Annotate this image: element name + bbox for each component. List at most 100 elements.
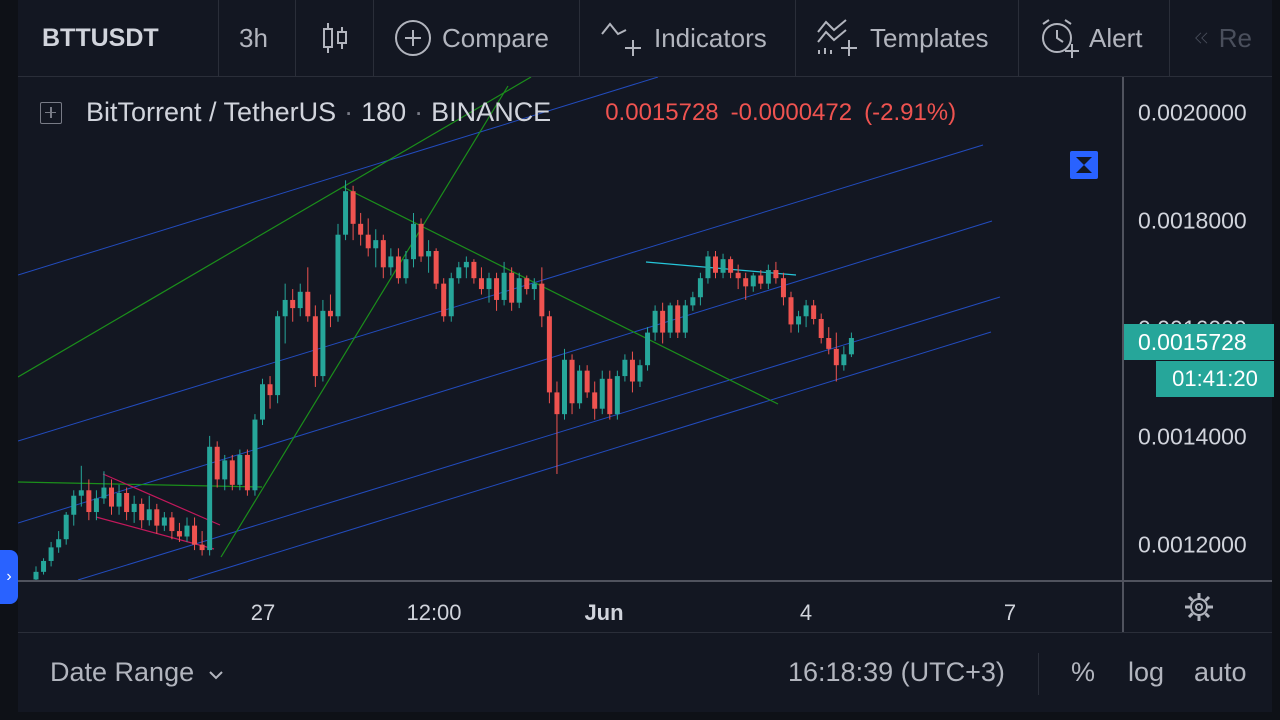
replay-button[interactable]: Re	[1170, 0, 1272, 76]
legend-last-price: 0.0015728	[605, 98, 719, 126]
candle	[478, 267, 484, 295]
candle	[780, 272, 786, 306]
candle	[509, 267, 515, 311]
candle	[373, 229, 379, 268]
candle	[192, 517, 198, 551]
candle	[237, 449, 243, 491]
candle	[282, 283, 288, 344]
candle	[577, 365, 583, 409]
candle	[229, 454, 235, 491]
candle	[765, 264, 771, 290]
candle	[833, 332, 839, 382]
candle	[63, 512, 69, 545]
date-range-button[interactable]: Date Range	[50, 657, 224, 688]
legend-change: -0.0000472	[730, 98, 853, 126]
candle	[818, 313, 824, 344]
legend-dot: ·	[344, 97, 354, 127]
candle	[848, 332, 854, 358]
candle	[252, 414, 258, 496]
candle	[244, 449, 250, 496]
price-tick: 0.0014000	[1138, 423, 1247, 450]
candle	[471, 259, 477, 284]
time-axis[interactable]: 27 12:00 Jun 4 7	[18, 580, 1122, 632]
candle	[290, 289, 296, 322]
rewind-icon	[1195, 32, 1208, 44]
indicators-label: Indicators	[654, 22, 767, 53]
symbol-label: BTTUSDT	[42, 23, 159, 52]
candle	[154, 503, 160, 534]
legend-dot: ·	[414, 97, 424, 127]
candle	[629, 351, 635, 393]
chart-pane[interactable]: BitTorrent / TetherUS · 180 · BINANCE 0.…	[18, 77, 1122, 580]
legend-values: 0.0015728 -0.0000472 (-2.91%)	[605, 99, 956, 127]
candle	[796, 310, 802, 333]
candle	[660, 302, 666, 344]
candle	[343, 180, 349, 241]
price-axis[interactable]: 0.0020000 0.0018000 0.0016000 0.0014000 …	[1122, 77, 1274, 580]
candle	[614, 370, 620, 420]
sidebar-expand-handle[interactable]: ›	[0, 550, 18, 604]
expand-legend-icon[interactable]	[40, 101, 62, 124]
chart-type-button[interactable]	[296, 0, 374, 76]
gear-icon[interactable]	[1183, 591, 1215, 623]
candle	[124, 487, 130, 521]
candle	[546, 310, 552, 404]
candle	[41, 558, 47, 575]
candle	[652, 305, 658, 341]
scale-settings-corner	[1122, 580, 1272, 632]
auto-scale-toggle[interactable]: auto	[1194, 657, 1247, 687]
candle	[320, 299, 326, 382]
candle	[86, 479, 92, 521]
series-legend: BitTorrent / TetherUS · 180 · BINANCE 0.…	[40, 97, 956, 128]
alert-button[interactable]: Alert	[1019, 0, 1170, 76]
chevron-down-icon	[208, 671, 223, 680]
candle	[305, 267, 311, 322]
symbol-search-button[interactable]: BTTUSDT	[18, 0, 219, 76]
candle	[456, 261, 462, 284]
candle-series	[33, 180, 854, 580]
candle	[841, 346, 847, 371]
candle	[78, 465, 84, 507]
candle	[403, 251, 409, 284]
time-tick: 27	[250, 600, 276, 625]
candle	[116, 484, 122, 515]
candle	[380, 234, 386, 279]
plus-circle-icon	[395, 20, 431, 56]
candle	[214, 441, 220, 488]
candle	[93, 490, 99, 521]
candle	[358, 212, 364, 246]
price-tick: 0.0020000	[1138, 99, 1247, 126]
candle	[494, 272, 500, 311]
candle	[71, 490, 77, 526]
bar-countdown-label: 01:41:20	[1156, 361, 1274, 397]
chart-marker[interactable]	[1070, 151, 1098, 179]
candle	[199, 531, 205, 556]
candle	[267, 376, 273, 409]
replay-label: Re	[1218, 22, 1252, 53]
bottom-bar: Date Range 16:18:39 (UTC+3) % log auto	[18, 632, 1272, 712]
drawing-channel-lines[interactable]	[18, 77, 1001, 580]
alarm-clock-icon	[1042, 19, 1079, 58]
last-price-label: 0.0015728	[1124, 324, 1274, 360]
chart-canvas[interactable]	[18, 77, 1122, 580]
candle	[109, 479, 114, 515]
candle	[418, 218, 424, 262]
candle	[735, 264, 741, 290]
candle	[486, 272, 492, 303]
candle	[101, 471, 107, 504]
candle	[690, 291, 696, 311]
candle	[645, 327, 651, 371]
candle	[139, 498, 145, 529]
templates-button[interactable]: Templates	[796, 0, 1019, 76]
interval-button[interactable]: 3h	[219, 0, 296, 76]
candle	[441, 278, 447, 322]
alert-label: Alert	[1089, 22, 1143, 53]
timezone-clock[interactable]: 16:18:39 (UTC+3)	[788, 657, 1005, 687]
indicators-button[interactable]: Indicators	[580, 0, 796, 76]
compare-button[interactable]: Compare	[374, 0, 580, 76]
candle	[260, 378, 265, 426]
drawing-trend-lines[interactable]	[18, 77, 797, 558]
log-scale-toggle[interactable]: log	[1128, 657, 1165, 687]
percent-scale-toggle[interactable]: %	[1071, 657, 1096, 687]
candle	[350, 185, 356, 241]
